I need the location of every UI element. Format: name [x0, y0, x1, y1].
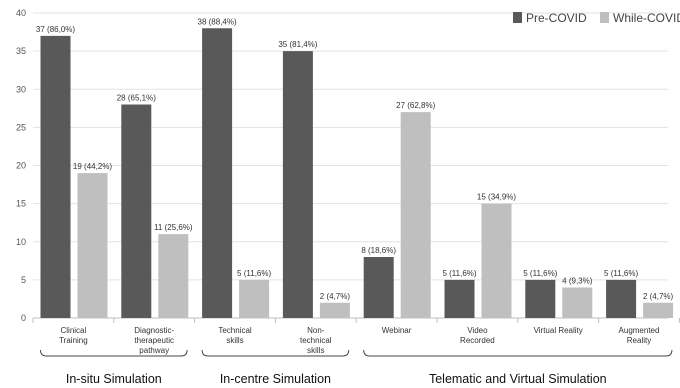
data-label: 37 (86,0%) [36, 25, 75, 34]
data-label: 5 (11,6%) [442, 269, 476, 278]
data-label: 2 (4,7%) [643, 292, 674, 301]
bar [121, 104, 152, 318]
data-label: 38 (88,4%) [198, 17, 237, 26]
data-label: 19 (44,2%) [73, 162, 112, 171]
group-bracket [40, 349, 188, 357]
category-groups: In-situ Simulation In-centre Simulation Te… [40, 349, 673, 386]
legend-swatch [600, 12, 609, 23]
y-tick-label: 5 [21, 275, 26, 285]
bar [481, 203, 512, 318]
y-tick-label: 35 [16, 46, 26, 56]
bar [400, 112, 431, 318]
legend: Pre-COVID While-COVID [513, 11, 680, 25]
y-tick-label: 15 [16, 199, 26, 209]
bars [40, 28, 674, 318]
data-label: 15 (34,9%) [477, 193, 516, 202]
data-label: 28 (65,1%) [117, 94, 156, 103]
bar [444, 279, 475, 318]
group-bracket [201, 349, 350, 357]
y-tick-label: 10 [16, 237, 26, 247]
data-label: 11 (25,6%) [154, 223, 193, 232]
category-label: Webinar [382, 326, 412, 335]
bar [239, 279, 270, 318]
data-label: 4 (9,3%) [562, 277, 593, 286]
bar [606, 279, 637, 318]
y-tick-label: 0 [21, 313, 26, 323]
category-label: Augmented Reality [619, 326, 660, 345]
data-label: 5 (11,6%) [237, 269, 271, 278]
y-axis-ticks: 0 5 10 15 20 25 30 35 40 [16, 8, 26, 323]
category-label: Virtual Reality [534, 326, 583, 335]
category-label: Clinical Training [59, 326, 88, 345]
y-tick-label: 20 [16, 161, 26, 171]
y-tick-label: 30 [16, 84, 26, 94]
data-label: 8 (18,6%) [361, 246, 396, 255]
legend-label: While-COVID [613, 11, 680, 25]
y-tick-label: 25 [16, 122, 26, 132]
bar [562, 287, 593, 318]
group-label: Telematic and Virtual Simulation [429, 372, 607, 386]
data-label: 35 (81,4%) [278, 40, 317, 49]
category-label: Diagnostic-therapeutic pathway [134, 326, 174, 355]
category-label: Technical skills [218, 326, 252, 345]
bar [363, 257, 394, 318]
legend-label: Pre-COVID [526, 11, 587, 25]
data-label: 27 (62,8%) [396, 101, 435, 110]
data-label: 5 (11,6%) [523, 269, 557, 278]
legend-swatch [513, 12, 522, 23]
bar [525, 279, 556, 318]
y-tick-label: 40 [16, 8, 26, 18]
bar [643, 302, 674, 318]
data-labels: 37 (86,0%) 28 (65,1%) 38 (88,4%) 35 (81,4%)… [36, 17, 674, 301]
bar [158, 234, 189, 318]
category-label: Non-technical skills [300, 326, 332, 355]
group-bracket [363, 349, 673, 357]
bar [40, 35, 71, 318]
group-label: In-centre Simulation [220, 372, 331, 386]
x-axis: Clinical Training Diagnostic-therapeutic pa… [32, 318, 680, 355]
bar [77, 173, 108, 318]
category-label: Video Recorded [460, 326, 495, 345]
bar [319, 302, 350, 318]
bar [282, 51, 313, 318]
data-label: 2 (4,7%) [320, 292, 351, 301]
group-label: In-situ Simulation [66, 372, 162, 386]
bar [202, 28, 233, 318]
data-label: 5 (11,6%) [604, 269, 638, 278]
